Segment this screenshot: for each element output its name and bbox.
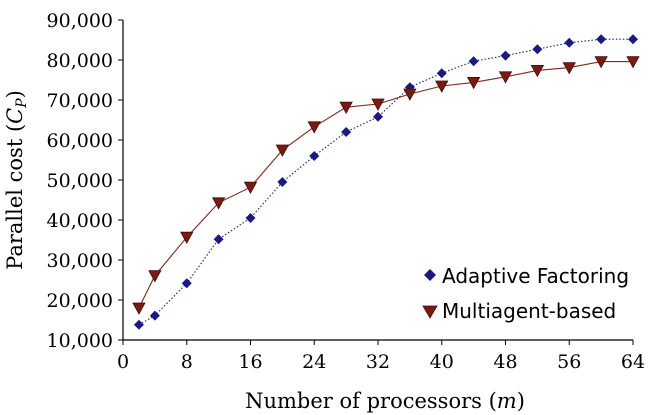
axes [122, 20, 633, 341]
x-tick-label: 24 [302, 351, 326, 373]
data-point-multiagent-based [562, 62, 576, 75]
x-tick-label: 32 [366, 351, 390, 373]
legend-item-multiagent-based: Multiagent-based [422, 299, 616, 323]
data-point-multiagent-based [626, 56, 640, 69]
data-point-multiagent-based [211, 197, 226, 210]
x-axis-ticks: 0 8 16 24 32 40 48 56 64 [117, 340, 645, 373]
y-tick-label: 50,000 [47, 170, 113, 192]
data-point-adaptive-factoring [373, 111, 383, 122]
data-point-adaptive-factoring [500, 50, 511, 61]
data-point-adaptive-factoring [149, 310, 160, 321]
y-tick-label: 80,000 [47, 50, 113, 72]
y-tick-label: 70,000 [47, 90, 113, 112]
y-tick-label: 90,000 [47, 10, 113, 32]
data-point-multiagent-based [466, 77, 481, 90]
legend-label-multiagent-based: Multiagent-based [442, 299, 616, 323]
data-point-multiagent-based [594, 56, 608, 69]
data-point-multiagent-based [498, 71, 513, 84]
data-point-multiagent-based [275, 144, 290, 157]
y-axis-label-main: Parallel cost ( [3, 124, 27, 270]
y-axis-label-var: C [3, 108, 27, 124]
y-axis-label: Parallel cost (CP) [3, 90, 30, 270]
data-point-multiagent-based [148, 270, 162, 283]
data-point-multiagent-based [339, 101, 353, 115]
data-point-adaptive-factoring [245, 213, 256, 223]
y-tick-label: 30,000 [47, 250, 113, 272]
legend-item-adaptive-factoring: Adaptive Factoring [424, 264, 629, 288]
x-axis-label: Number of processors (m) [245, 389, 525, 413]
legend: Adaptive Factoring Multiagent-based [422, 264, 629, 323]
x-tick-label: 64 [621, 351, 645, 373]
x-tick-label: 56 [557, 351, 581, 373]
x-tick-label: 40 [430, 351, 454, 373]
data-point-multiagent-based [307, 121, 321, 134]
y-tick-label: 10,000 [47, 330, 113, 352]
x-tick-label: 0 [117, 351, 129, 373]
x-tick-label: 16 [238, 351, 262, 373]
data-point-adaptive-factoring [213, 234, 224, 245]
data-point-adaptive-factoring [628, 34, 638, 45]
data-point-multiagent-based [371, 98, 385, 111]
data-point-adaptive-factoring [181, 278, 192, 289]
series-adaptive-factoring [133, 34, 638, 330]
data-point-multiagent-based [403, 88, 417, 101]
legend-marker-triangle-down-icon [422, 305, 438, 319]
legend-label-adaptive-factoring: Adaptive Factoring [442, 264, 629, 288]
legend-marker-diamond-icon [424, 269, 436, 281]
data-point-adaptive-factoring [468, 56, 479, 67]
y-axis-ticks: 10,000 20,000 30,000 40,000 50,000 60,000 70,0… [47, 10, 123, 352]
x-axis-label-main: Number of processors ( [245, 389, 497, 413]
y-axis-label-sub: P [14, 98, 30, 109]
y-tick-label: 60,000 [47, 130, 113, 152]
data-point-multiagent-based [180, 231, 194, 245]
data-point-adaptive-factoring [277, 177, 288, 187]
data-point-multiagent-based [132, 302, 146, 315]
data-point-adaptive-factoring [532, 44, 543, 55]
data-point-adaptive-factoring [133, 319, 144, 330]
data-point-adaptive-factoring [309, 151, 320, 161]
data-point-multiagent-based [435, 80, 449, 93]
series-multiagent-based [132, 56, 640, 315]
data-point-adaptive-factoring [436, 68, 447, 79]
data-point-multiagent-based [243, 181, 258, 195]
data-point-multiagent-based [530, 65, 545, 78]
x-axis-label-end: ) [517, 389, 525, 413]
y-axis-label-end: ) [3, 90, 27, 98]
y-tick-label: 40,000 [47, 210, 113, 232]
data-point-adaptive-factoring [596, 34, 607, 45]
y-tick-label: 20,000 [47, 290, 113, 312]
x-axis-label-var: m [497, 389, 517, 413]
data-point-adaptive-factoring [564, 37, 575, 48]
x-tick-label: 48 [493, 351, 517, 373]
x-tick-label: 8 [181, 351, 193, 373]
data-point-adaptive-factoring [341, 127, 352, 137]
series-layer [132, 34, 640, 330]
